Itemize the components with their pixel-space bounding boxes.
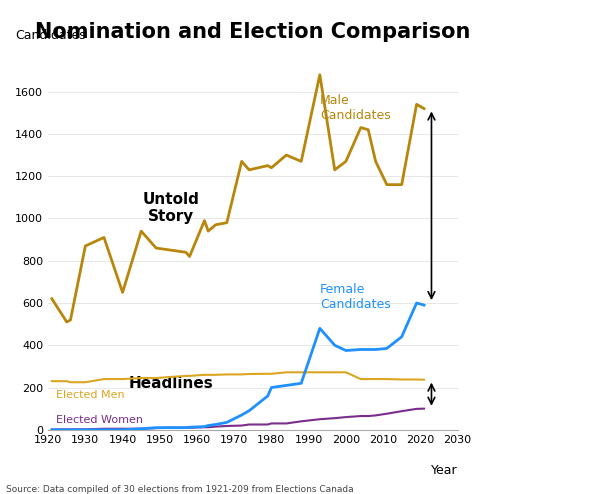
Text: Male
Candidates: Male Candidates: [320, 94, 391, 122]
Text: Elected Women: Elected Women: [55, 414, 143, 424]
Title: Nomination and Election Comparison: Nomination and Election Comparison: [35, 22, 471, 42]
Text: Untold
Story: Untold Story: [143, 192, 199, 224]
Text: Source: Data compiled of 30 elections from 1921-209 from Elections Canada: Source: Data compiled of 30 elections fr…: [6, 485, 353, 494]
Text: Headlines: Headlines: [129, 376, 213, 391]
Text: Candidates: Candidates: [16, 29, 86, 42]
Text: Year: Year: [431, 464, 458, 477]
Text: Elected Men: Elected Men: [55, 390, 124, 400]
Text: Female
Candidates: Female Candidates: [320, 283, 391, 311]
